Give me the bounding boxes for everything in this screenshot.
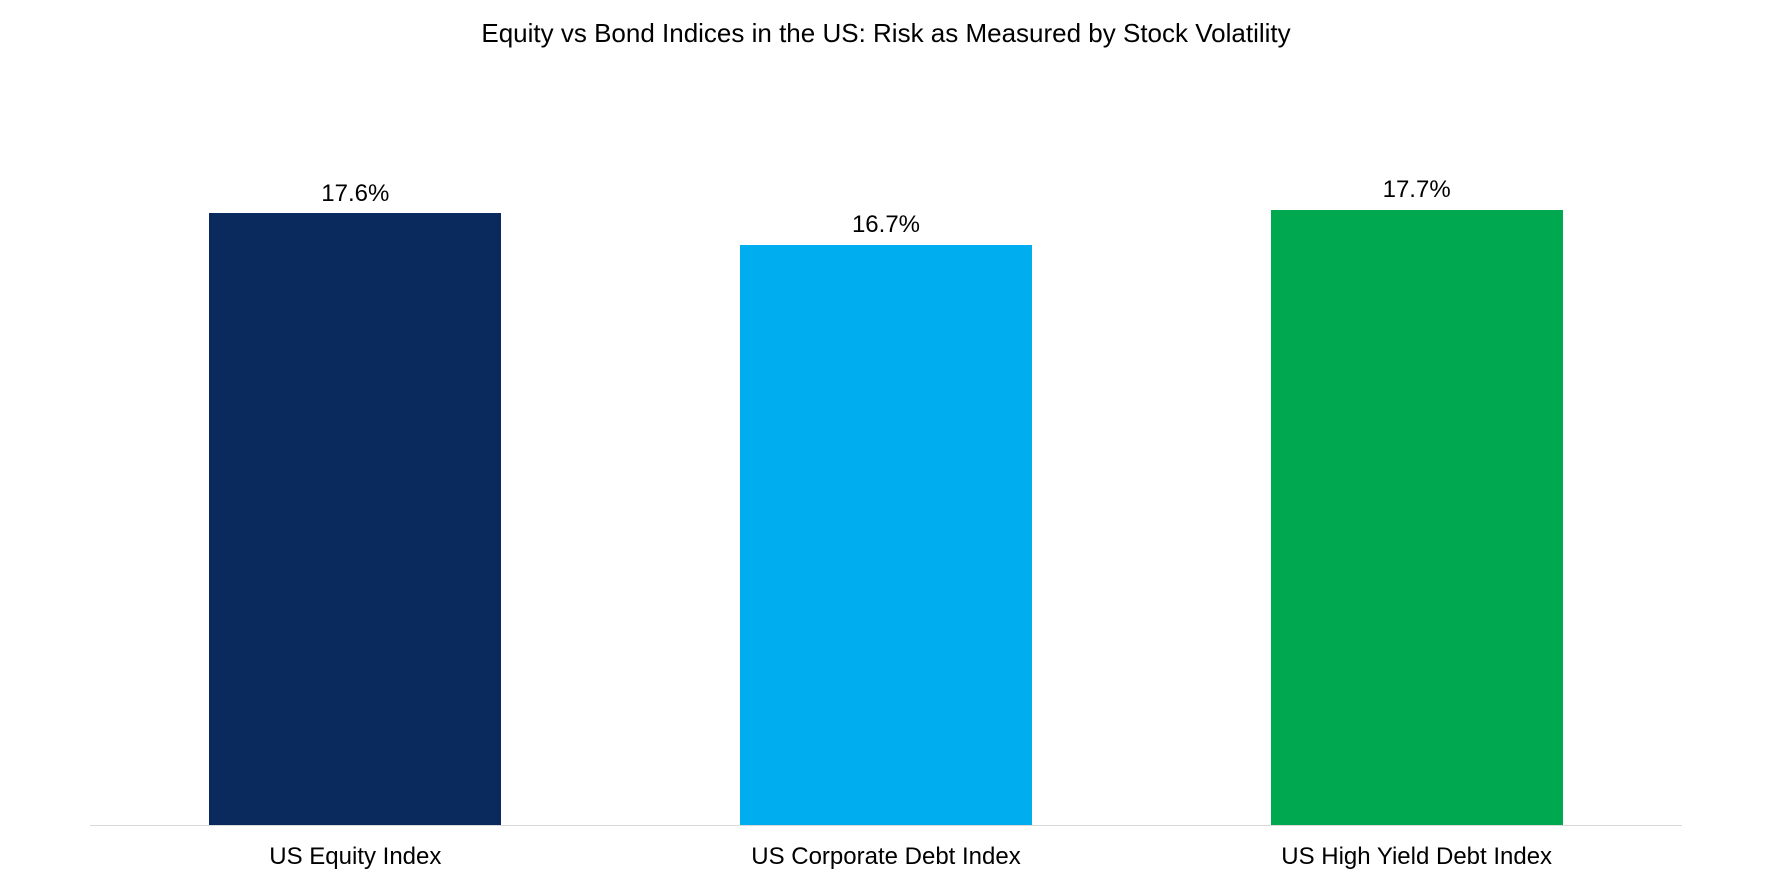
plot-area: 17.6% 16.7% 17.7% [90,130,1682,826]
bar [740,245,1032,825]
bar-value-label: 17.6% [209,180,501,208]
chart-title: Equity vs Bond Indices in the US: Risk a… [0,18,1772,49]
volatility-bar-chart: Equity vs Bond Indices in the US: Risk a… [0,0,1772,886]
x-axis-labels: US Equity IndexUS Corporate Debt IndexUS… [90,831,1682,886]
bar-value-label: 16.7% [740,211,1032,239]
x-axis-label: US High Yield Debt Index [1151,843,1682,871]
bar [1271,210,1563,825]
bar [209,213,501,825]
bar-value-label: 17.7% [1271,176,1563,204]
x-axis-label: US Corporate Debt Index [621,843,1152,871]
x-axis-label: US Equity Index [90,843,621,871]
